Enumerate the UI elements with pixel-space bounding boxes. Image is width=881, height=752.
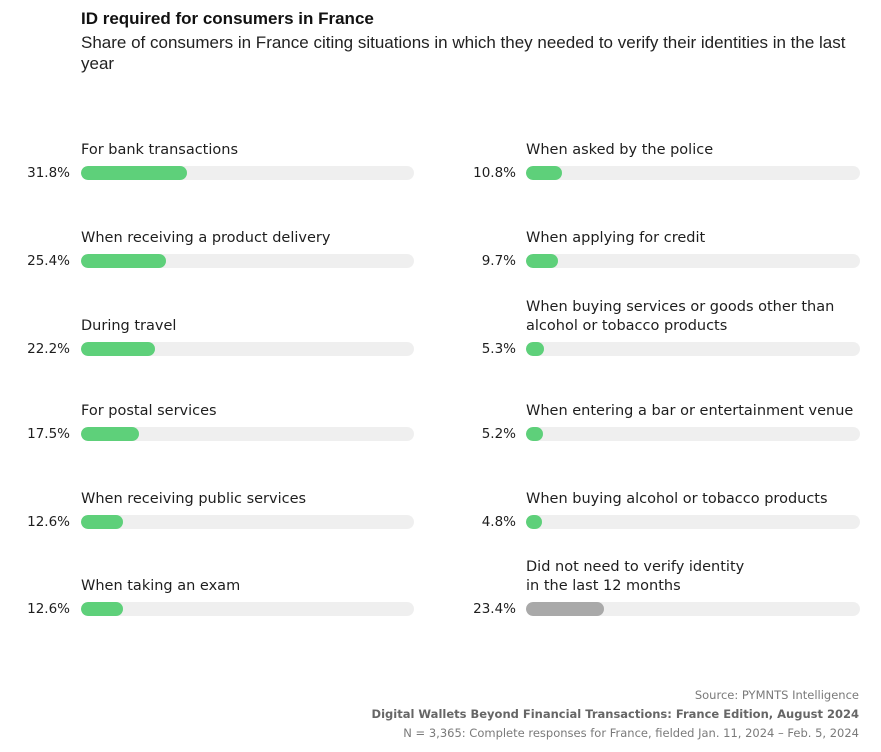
bar — [526, 602, 605, 616]
bar — [81, 342, 155, 356]
bar — [526, 166, 563, 180]
bar-value-label: 17.5% — [27, 426, 70, 442]
bar-track — [81, 166, 414, 180]
bar-track — [526, 342, 860, 356]
footer-report: Digital Wallets Beyond Financial Transac… — [371, 707, 859, 721]
bar-label: When receiving a product delivery — [81, 230, 331, 246]
bar-track — [81, 342, 414, 356]
bar — [81, 602, 123, 616]
bar-value-label: 4.8% — [481, 514, 516, 530]
bar-value-label: 10.8% — [473, 165, 516, 181]
bar-track — [526, 602, 860, 616]
bar-value-label: 12.6% — [27, 601, 70, 617]
bar-value-label: 12.6% — [27, 514, 70, 530]
bar-label: During travel — [81, 318, 177, 334]
bar-track — [526, 166, 860, 180]
bar — [81, 166, 187, 180]
bar — [81, 254, 166, 268]
chart-subtitle: Share of consumers in France citing situ… — [81, 33, 846, 73]
bar-label: Did not need to verify identity in the l… — [526, 559, 745, 594]
bar-label: When applying for credit — [526, 230, 706, 246]
bar-label: When asked by the police — [526, 142, 714, 158]
bar-label: When receiving public services — [81, 491, 307, 507]
bar-label: When taking an exam — [81, 578, 241, 594]
bar-label: For bank transactions — [81, 142, 239, 158]
bar — [526, 342, 544, 356]
bar — [526, 427, 544, 441]
bar-track — [81, 602, 414, 616]
footer-note: N = 3,365: Complete responses for France… — [403, 726, 859, 740]
bar-label: When buying services or goods other than… — [526, 299, 835, 334]
bar-value-label: 31.8% — [27, 165, 70, 181]
bar-label: For postal services — [81, 403, 217, 419]
bar-value-label: 23.4% — [473, 601, 516, 617]
bar-label: When entering a bar or entertainment ven… — [526, 403, 854, 419]
bar-value-label: 25.4% — [27, 253, 70, 269]
bar — [526, 515, 543, 529]
bar — [81, 515, 123, 529]
bar — [81, 427, 140, 441]
bar-label: When buying alcohol or tobacco products — [526, 491, 828, 507]
bar-track — [526, 427, 860, 441]
bar-track — [526, 254, 860, 268]
bar-value-label: 5.2% — [481, 426, 516, 442]
bar — [526, 254, 559, 268]
bar-track — [81, 515, 414, 529]
bar-value-label: 22.2% — [27, 341, 70, 357]
bar-track — [526, 515, 860, 529]
bar-track — [81, 254, 414, 268]
chart-title: ID required for consumers in France — [81, 9, 374, 28]
footer-source: Source: PYMNTS Intelligence — [694, 688, 859, 702]
bar-value-label: 9.7% — [481, 253, 516, 269]
bar-value-label: 5.3% — [481, 341, 516, 357]
bar-track — [81, 427, 414, 441]
